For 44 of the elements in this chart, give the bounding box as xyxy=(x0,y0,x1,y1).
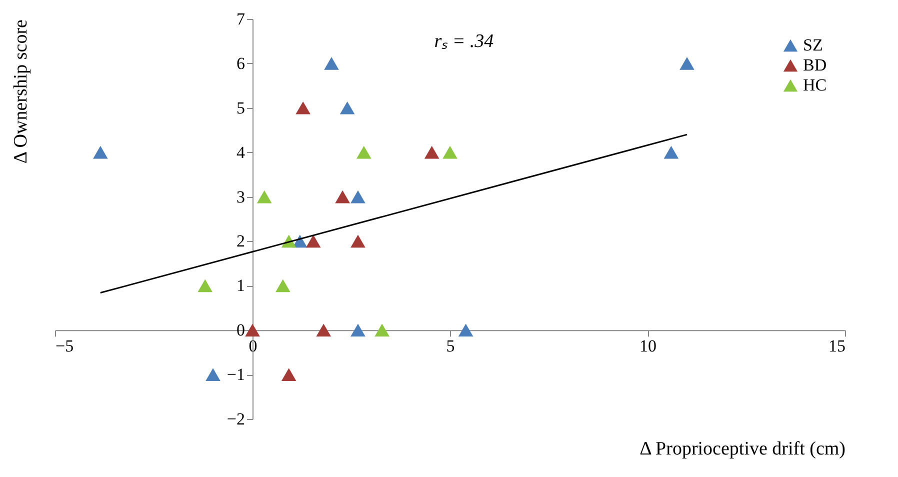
x-tick-label: 0 xyxy=(248,336,258,356)
y-tick-label: 1 xyxy=(236,276,245,296)
point xyxy=(93,146,108,159)
point xyxy=(206,368,220,381)
point xyxy=(276,279,290,292)
y-tick-label: 5 xyxy=(236,98,245,118)
point xyxy=(245,324,260,337)
y-tick-label: 4 xyxy=(236,142,246,162)
y-tick-label: 2 xyxy=(236,232,245,251)
y-axis-title: Δ Ownership score xyxy=(10,20,32,164)
point xyxy=(296,101,310,114)
x-axis-title: Δ Proprioceptive drift (cm) xyxy=(640,438,846,460)
point xyxy=(350,190,366,204)
point xyxy=(340,101,355,114)
point xyxy=(256,190,272,204)
point xyxy=(458,324,474,337)
point xyxy=(350,234,366,248)
annotation: rₛ = .34 xyxy=(434,31,494,52)
point xyxy=(664,146,679,159)
legend-label: SZ xyxy=(803,36,823,54)
x-tick-label: −5 xyxy=(56,336,74,356)
point xyxy=(316,324,332,337)
point xyxy=(324,57,339,70)
x-tick-label: 5 xyxy=(446,336,455,356)
x-tick-label: 15 xyxy=(828,336,846,356)
legend-label: HC xyxy=(803,76,827,94)
point xyxy=(350,324,366,337)
y-tick-label: 0 xyxy=(236,320,245,340)
point xyxy=(680,57,694,70)
y-tick-label: −2 xyxy=(226,410,245,428)
y-tick-label: 6 xyxy=(236,54,245,73)
y-tick-label: 7 xyxy=(236,10,246,28)
point xyxy=(198,279,213,292)
point xyxy=(335,190,350,204)
point xyxy=(442,146,458,159)
point xyxy=(356,146,372,159)
x-tick-label: 10 xyxy=(640,336,656,356)
point xyxy=(306,234,321,248)
point xyxy=(374,324,390,337)
point xyxy=(281,368,296,381)
y-tick-label: −1 xyxy=(226,365,245,384)
y-tick-label: 3 xyxy=(236,187,245,206)
point xyxy=(424,146,440,159)
legend-label: BD xyxy=(803,56,827,74)
